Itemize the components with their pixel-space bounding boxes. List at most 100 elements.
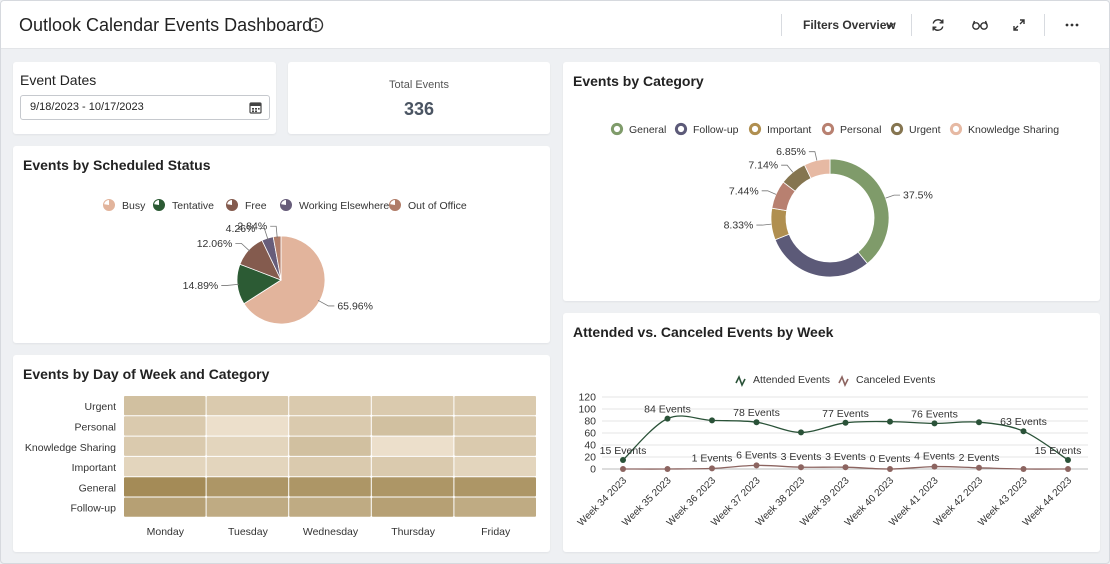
- legend-label-knowledge-sharing: Knowledge Sharing: [968, 124, 1059, 136]
- donut-leader-line: [808, 151, 818, 161]
- refresh-icon[interactable]: [929, 16, 947, 34]
- donut-data-label: 6.85%: [776, 146, 806, 158]
- heatmap-cell: [124, 416, 206, 436]
- donut-leader-line: [885, 194, 901, 199]
- data-point-attended-events: [931, 420, 938, 427]
- heatmap-row-label: Knowledge Sharing: [25, 442, 116, 454]
- donut-leader-line: [756, 223, 772, 226]
- day-of-week-title: Events by Day of Week and Category: [23, 366, 270, 382]
- y-tick-label: 120: [578, 392, 596, 404]
- glasses-icon[interactable]: [971, 16, 989, 34]
- day-of-week-card: Events by Day of Week and Category Urgen…: [13, 355, 550, 552]
- heatmap-column-label: Wednesday: [303, 526, 359, 538]
- legend-swatch-free-fill: [226, 199, 238, 211]
- data-label-attended-events: 15 Events: [600, 445, 647, 457]
- event-dates-card: Event Dates 9/18/2023 - 10/17/2023: [13, 62, 276, 134]
- data-label-attended-events: 84 Events: [644, 404, 691, 416]
- heatmap-cell: [289, 436, 371, 456]
- page-title: Outlook Calendar Events Dashboard: [19, 15, 313, 35]
- heatmap-cell: [371, 477, 454, 497]
- data-point-canceled-events: [753, 462, 760, 469]
- y-tick-label: 100: [578, 404, 596, 416]
- date-range-picker[interactable]: 9/18/2023 - 10/17/2023: [20, 95, 270, 120]
- legend-label-out-of-office: Out of Office: [408, 200, 467, 212]
- data-point-canceled-events: [709, 465, 715, 472]
- heatmap-cell: [206, 456, 289, 477]
- data-point-attended-events: [753, 419, 760, 426]
- legend-label-urgent: Urgent: [909, 124, 941, 136]
- legend-swatch-out-of-office-fill: [389, 199, 401, 211]
- data-point-attended-events: [620, 457, 626, 463]
- pie-leader-line: [221, 283, 240, 286]
- data-point-canceled-events: [798, 464, 804, 471]
- data-point-attended-events: [887, 418, 893, 425]
- heatmap-cell: [289, 477, 371, 497]
- info-icon[interactable]: [308, 17, 324, 33]
- legend-swatch-personal: [821, 122, 835, 136]
- data-point-canceled-events: [664, 466, 671, 472]
- data-label-attended-events: 63 Events: [1000, 416, 1047, 428]
- legend-swatch-working-elsewhere-fill: [280, 199, 292, 211]
- legend-label-attended-events: Attended Events: [753, 374, 830, 386]
- pie-data-label: 65.96%: [337, 300, 373, 312]
- heatmap-column-label: Tuesday: [228, 526, 269, 538]
- calendar-icon[interactable]: [249, 101, 262, 114]
- data-label-attended-events: 15 Events: [1035, 445, 1082, 457]
- scheduled-status-card: Events by Scheduled Status Busy Tentative…: [13, 146, 550, 343]
- more-icon[interactable]: [1063, 16, 1081, 34]
- data-point-canceled-events: [887, 466, 893, 472]
- data-label-canceled-events: 3 Events: [825, 451, 866, 463]
- legend-label-tentative: Tentative: [172, 200, 214, 212]
- data-point-attended-events: [664, 415, 671, 422]
- heatmap-cell: [289, 416, 371, 436]
- pie-leader-line: [270, 225, 278, 238]
- legend-swatch-urgent: [890, 122, 904, 136]
- chevron-down-icon[interactable]: [884, 19, 896, 31]
- pie-leader-line: [317, 299, 335, 307]
- category-donut-chart: General Follow-up Important Personal Urgent K…: [610, 122, 1059, 278]
- heatmap-cell: [371, 456, 454, 477]
- donut-leader-line: [781, 164, 794, 173]
- heatmap-cell: [206, 416, 289, 436]
- heatmap-cell: [454, 436, 536, 456]
- heatmap-cell: [454, 456, 536, 477]
- legend-label-canceled-events: Canceled Events: [856, 374, 935, 386]
- data-label-attended-events: 78 Events: [733, 407, 780, 419]
- scheduled-status-title: Events by Scheduled Status: [23, 157, 211, 173]
- heatmap-cell: [124, 436, 206, 456]
- heatmap-cell: [206, 477, 289, 497]
- category-card: Events by Category General Follow-up Impor…: [563, 62, 1100, 301]
- heatmap-cell: [206, 497, 289, 517]
- filters-overview-button[interactable]: Filters Overview: [803, 18, 896, 32]
- legend-swatch-important: [748, 122, 762, 136]
- heatmap-cell: [206, 436, 289, 456]
- data-point-canceled-events: [842, 464, 849, 471]
- legend-swatch-busy-fill: [103, 199, 115, 211]
- legend-label-working-elsewhere: Working Elsewhere: [299, 200, 389, 212]
- total-events-value: 336: [403, 99, 435, 119]
- data-label-canceled-events: 2 Events: [959, 452, 1000, 464]
- heatmap-cell: [371, 436, 454, 456]
- date-range-value: 9/18/2023 - 10/17/2023: [30, 101, 144, 113]
- expand-icon[interactable]: [1010, 16, 1028, 34]
- heatmap-cell: [371, 416, 454, 436]
- heatmap-cell: [454, 396, 536, 416]
- data-point-canceled-events: [976, 464, 982, 471]
- legend-label-follow-up: Follow-up: [693, 124, 739, 136]
- attended-canceled-line-chart: Attended Events Canceled Events0204060801…: [576, 374, 1088, 529]
- data-point-canceled-events: [620, 466, 626, 472]
- header-divider: [911, 14, 912, 36]
- heatmap-row-label: Important: [72, 462, 116, 474]
- heatmap-cell: [289, 456, 371, 477]
- donut-leader-line: [761, 190, 777, 195]
- attended-canceled-card: Attended vs. Canceled Events by Week Att…: [563, 313, 1100, 552]
- data-point-attended-events: [976, 419, 982, 426]
- pie-data-label: 4.26%: [226, 223, 256, 235]
- data-point-attended-events: [1065, 457, 1071, 463]
- data-label-attended-events: 76 Events: [911, 408, 958, 420]
- data-point-attended-events: [798, 429, 804, 436]
- data-point-attended-events: [709, 417, 715, 424]
- pie-leader-line: [258, 228, 269, 240]
- attended-canceled-title: Attended vs. Canceled Events by Week: [573, 324, 834, 340]
